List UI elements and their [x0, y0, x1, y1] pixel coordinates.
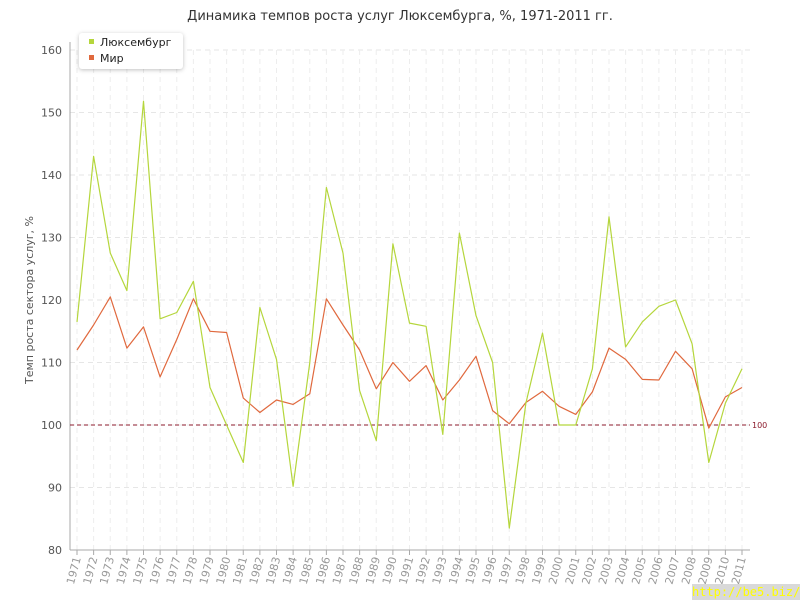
- axes: [69, 42, 750, 555]
- grid-lines: [70, 49, 750, 550]
- reference-line-group: 100: [70, 421, 767, 430]
- tick-labels: 8090100110120130140150160197119721973197…: [23, 44, 749, 586]
- y-tick-label: 140: [41, 169, 62, 182]
- legend-label-luxembourg: Люксембург: [100, 36, 172, 49]
- watermark[interactable]: http://be5.biz/: [692, 584, 800, 600]
- chart-title: Динамика темпов роста услуг Люксембурга,…: [187, 9, 613, 24]
- legend-swatch-luxembourg: [89, 39, 94, 44]
- y-tick-label: 120: [41, 294, 62, 307]
- y-tick-label: 130: [41, 232, 62, 245]
- y-tick-label: 150: [41, 107, 62, 120]
- series-lines: [76, 100, 743, 529]
- legend-item-luxembourg[interactable]: Люксембург: [89, 36, 171, 50]
- y-tick-label: 110: [41, 357, 62, 370]
- y-tick-label: 80: [48, 544, 62, 557]
- series-line-luxembourg: [76, 100, 743, 529]
- legend-item-world[interactable]: Мир: [89, 52, 124, 66]
- series-line-world: [76, 296, 743, 429]
- y-tick-label: 160: [41, 44, 62, 57]
- x-tick-label: 2011: [729, 555, 749, 585]
- legend-label-world: Мир: [100, 52, 124, 65]
- legend-swatch-world: [89, 55, 94, 60]
- reference-line-label: 100: [752, 421, 767, 430]
- y-tick-label: 90: [48, 482, 62, 495]
- legend: Люксембург Мир: [79, 33, 183, 69]
- y-tick-label: 100: [41, 419, 62, 432]
- y-axis-title: Темп роста сектора услуг, %: [23, 216, 36, 385]
